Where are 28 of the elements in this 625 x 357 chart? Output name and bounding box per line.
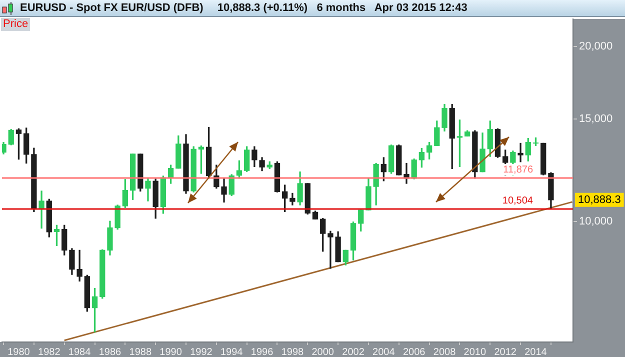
x-tick-label: 1984	[68, 346, 92, 357]
x-tick-label: 1986	[98, 346, 122, 357]
chart-subtitle: 10,888.3 (+0.11%) 6 months Apr 03 2015 12:43	[217, 1, 468, 16]
x-tick-label: 1992	[190, 346, 213, 357]
x-tick-label: 2010	[464, 346, 486, 357]
x-tick-label: 2008	[433, 346, 456, 357]
ref-line-label: 11,876	[503, 164, 534, 176]
x-tick-label: 1998	[281, 346, 304, 357]
y-axis-title: Price	[1, 18, 30, 31]
x-tick-label: 2002	[342, 346, 365, 357]
x-tick-label: 1994	[220, 346, 244, 357]
x-tick-label: 1982	[38, 346, 61, 357]
ref-line-label: 10,504	[502, 196, 534, 207]
x-tick-label: 1988	[129, 346, 152, 357]
candlestick	[518, 142, 524, 162]
x-tick-label: 1980	[8, 346, 30, 357]
x-tick-label: 2012	[494, 346, 517, 357]
annotation: 10,888.3	[578, 194, 621, 206]
y-tick-label: 10,000	[579, 215, 613, 228]
x-tick-label: 2014	[524, 346, 548, 357]
x-tick-label: 1990	[160, 346, 182, 357]
x-tick-label: 1996	[250, 346, 274, 357]
chart-title: EURUSD - Spot FX EUR/USD (DFB)	[20, 1, 204, 16]
x-tick-label: 2006	[402, 346, 426, 357]
y-tick-label: 20,000	[579, 40, 613, 52]
y-tick-label: 15,000	[579, 113, 613, 126]
x-tick-label: 2000	[312, 346, 334, 357]
x-tick-label: 2004	[372, 346, 396, 357]
